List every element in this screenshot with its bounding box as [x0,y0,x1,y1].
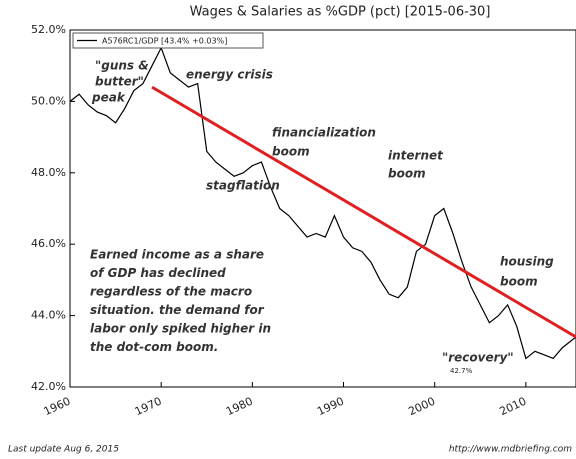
annotation: boom [272,145,310,159]
annotation: labor only spiked higher in [90,322,271,336]
annotation: of GDP has declined [90,266,226,280]
annotation: peak [91,91,126,105]
annotation: butter" [95,75,144,89]
annotation: regardless of the macro [90,285,252,299]
annotation: Earned income as a share [90,248,264,262]
blank-patch [470,195,520,240]
annotation: stagflation [206,179,280,193]
annotation: situation. the demand for [90,303,265,317]
annotation: "recovery" [442,351,514,365]
annotation: energy crisis [186,68,273,82]
trend-line [151,85,576,339]
annotation: financialization [272,126,376,140]
annotation: the dot-com boom. [90,340,218,354]
legend-box [72,32,264,49]
data-line [69,46,576,360]
annotation: boom [388,167,426,181]
y-tick-label: 44.0% [31,309,66,322]
annotation: internet [388,149,444,163]
footer-right: http://www.mdbriefing.com [449,445,572,455]
annotation: 42.7% [450,367,473,375]
y-tick-label: 50.0% [31,94,66,107]
y-tick-label: 42.0% [31,380,66,393]
annotation: boom [500,275,538,289]
legend-label: A576RC1/GDP [43.4% +0.03%] [102,37,227,46]
y-tick-label: 46.0% [31,237,66,250]
plot-frame [69,29,576,388]
annotation: "guns & [95,59,149,73]
footer-left: Last update Aug 6, 2015 [8,445,119,455]
y-tick-label: 48.0% [31,166,66,179]
chart-title: Wages & Salaries as %GDP (pct) [2015-06-… [190,5,491,20]
annotation: housing [500,255,554,269]
y-tick-label: 52.0% [31,23,66,36]
